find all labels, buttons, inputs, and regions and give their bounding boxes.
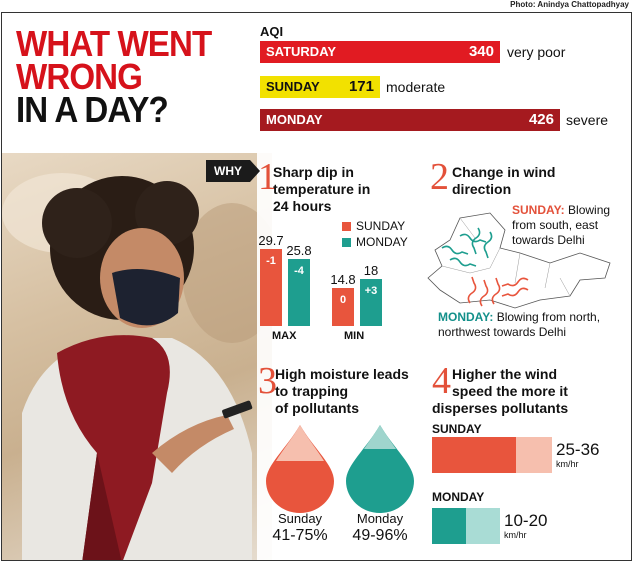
wind-speed-monday-value: 10-20 km/hr [504,512,547,541]
aqi-value: 426 [528,111,554,128]
legend-sunday: SUNDAY [342,219,405,233]
temp-value-label: 18 [363,263,379,279]
aqi-category-monday: severe [566,112,609,128]
temp-change-label: +3 [364,285,378,298]
monday-wind-arrows [441,227,493,267]
sunday-text: from south, east [512,218,599,232]
section-2-number: 2 [430,156,449,198]
wind-speed-sunday-bar-range [516,437,552,473]
section-4-title: Higher the wind speed the more it disper… [432,366,568,417]
photo-illustration [2,173,272,560]
temp-change-label: -4 [294,264,304,277]
temp-change-label: 0 [339,293,347,306]
temp-axis-label: MIN [344,330,365,342]
sunday-text: Blowing [568,203,611,217]
section-4-title-line: Higher the wind [452,366,557,382]
drop-day: Monday [356,511,404,526]
section-1-title-line: 24 hours [273,198,332,214]
speed-unit: km/hr [504,530,527,540]
aqi-bar-saturday: SATURDAY 340 [260,41,500,63]
headline-line-2: WRONG [16,56,143,97]
sunday-label: SUNDAY: [512,203,565,217]
sunday-wind-note: SUNDAY: Blowing from south, east towards… [512,203,610,248]
section-1-title-line: temperature in [273,181,371,197]
aqi-category-saturday: very poor [507,44,566,60]
photo-credit: Photo: Anindya Chattopadhyay [510,0,629,9]
temp-change-label: -1 [266,254,276,267]
speed-value: 25-36 [556,440,600,459]
section-2-title-line: Change in wind [452,164,556,180]
photo-woman-with-mask [2,153,272,560]
moisture-monday-label: Monday 49-96% [340,510,420,544]
section-3-title-line: of pollutants [275,400,359,416]
section-2-title: Change in wind direction [452,164,555,198]
aqi-label: AQI [260,24,284,39]
monday-label: MONDAY: [438,310,494,324]
legend-label: SUNDAY [356,219,406,233]
aqi-value: 171 [348,78,374,95]
headline-line-3: IN A DAY? [16,89,169,130]
wind-speed-sunday-value: 25-36 km/hr [556,441,599,470]
section-4-number: 4 [432,360,451,402]
drop-range: 49-96% [352,527,408,544]
sunday-wind-arrows [467,276,529,307]
sunday-text: towards Delhi [512,233,585,247]
temp-bar-monday-max [288,258,310,326]
temp-bar-sunday-min [332,287,354,326]
aqi-bar-monday: MONDAY 426 [260,109,560,131]
section-3-title-line: High moisture leads [275,366,409,382]
why-tag: WHY [206,160,260,182]
section-4-title-line: speed the more it [452,383,568,399]
drop-day: Sunday [277,511,323,526]
wind-speed-sunday-label: SUNDAY [432,422,482,436]
section-1-number: 1 [258,156,277,198]
section-4-title-line: disperses pollutants [432,400,569,416]
headline-line-1: WHAT WENT [16,23,212,64]
monday-wind-note: MONDAY: Blowing from north, northwest to… [438,310,600,340]
temp-bar-sunday-max [260,248,282,326]
legend-swatch [342,238,351,248]
temp-value-label: 29.7 [258,232,284,248]
aqi-bar-sunday: SUNDAY 171 [260,76,380,98]
aqi-value: 340 [468,43,494,60]
legend-monday: MONDAY [342,235,408,249]
wind-speed-monday-bar [432,508,466,544]
aqi-day: SATURDAY [266,44,337,59]
section-1-title-line: Sharp dip in [273,164,354,180]
moisture-sunday-label: Sunday 41-75% [260,510,340,544]
moisture-drop-sunday [266,425,334,513]
monday-text: northwest towards Delhi [438,325,567,339]
section-3-number: 3 [258,360,277,402]
temp-axis-label: MAX [272,330,297,342]
section-3-title: High moisture leads to trapping of pollu… [275,366,409,417]
temp-value-label: 14.8 [330,271,356,287]
infographic-frame: WHAT WENT WRONG IN A DAY? AQI SATURDAY 3… [1,12,632,561]
temp-bar-monday-min [360,279,382,326]
legend-label: MONDAY [356,235,408,249]
aqi-day: SUNDAY [266,79,320,94]
temp-value-label: 25.8 [286,242,312,258]
section-2-title-line: direction [452,181,512,197]
drop-range: 41-75% [272,527,328,544]
legend-swatch [342,222,351,232]
moisture-drop-monday [346,425,414,513]
wind-speed-sunday-bar [432,437,516,473]
wind-speed-monday-bar-range [466,508,500,544]
speed-unit: km/hr [556,459,579,469]
speed-value: 10-20 [504,511,548,530]
aqi-category-sunday: moderate [386,79,446,95]
headline: WHAT WENT WRONG IN A DAY? [16,23,212,130]
wind-speed-monday-label: MONDAY [432,490,485,504]
monday-text: Blowing from north, [496,310,601,324]
section-3-title-line: to trapping [275,383,349,399]
aqi-day: MONDAY [266,112,323,127]
india-wind-map [427,212,611,309]
section-1-title: Sharp dip in temperature in 24 hours [273,164,370,215]
